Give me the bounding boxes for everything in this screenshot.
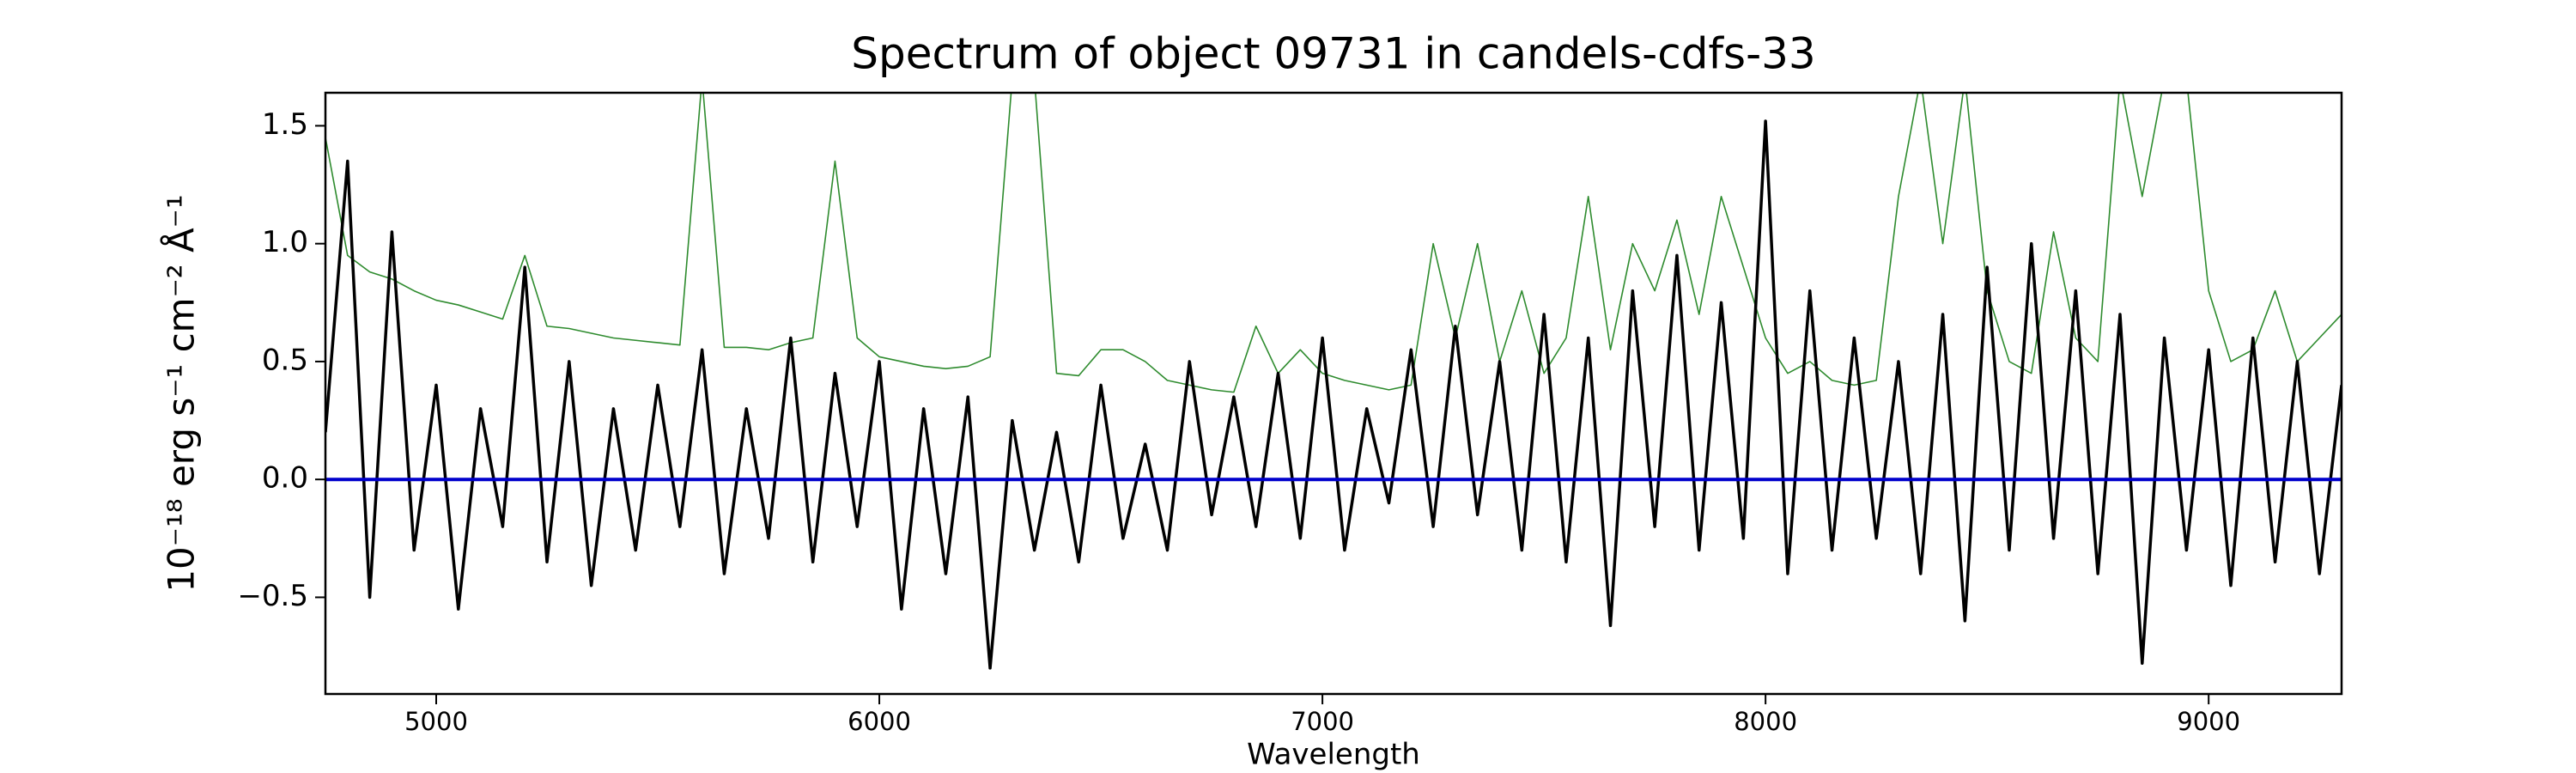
y-tick-label: 0.5: [262, 343, 308, 377]
x-tick-label: 6000: [848, 707, 911, 736]
plot-frame: [324, 91, 2343, 696]
x-tick-label: 5000: [404, 707, 468, 736]
chart-title: Spectrum of object 09731 in candels-cdfs…: [851, 29, 1816, 79]
x-tick-label: 9000: [2177, 707, 2240, 736]
x-tick-label: 8000: [1734, 707, 1797, 736]
y-tick-label: 1.0: [262, 225, 308, 259]
x-tick-label: 7000: [1291, 707, 1354, 736]
x-axis-label: Wavelength: [1247, 738, 1420, 772]
spectrum-line: [325, 119, 2342, 670]
spectrum-line: [325, 93, 2342, 393]
y-tick-label: −0.5: [237, 579, 308, 613]
y-tick-label: 0.0: [262, 461, 308, 496]
y-tick-label: 1.5: [262, 107, 308, 142]
y-axis-label: 10⁻¹⁸ erg s⁻¹ cm⁻² Å⁻¹: [160, 194, 203, 592]
plot-area: [325, 93, 2342, 670]
